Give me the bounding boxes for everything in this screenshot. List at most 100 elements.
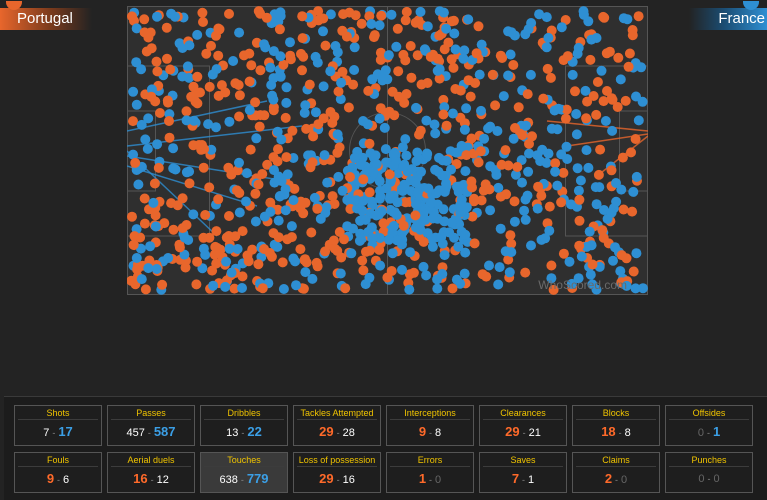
- away-touch-dot: [318, 26, 328, 37]
- away-touch-dot: [179, 232, 190, 243]
- home-touch-dot: [562, 51, 573, 62]
- stat-dribbles[interactable]: Dribbles 13-22: [200, 405, 288, 446]
- away-touch-dot: [182, 61, 193, 72]
- away-touch-dot: [460, 247, 471, 258]
- away-touch-dot: [397, 142, 408, 153]
- home-touch-dot: [358, 174, 369, 185]
- home-touch-dot: [438, 109, 449, 120]
- away-value: 587: [153, 424, 176, 439]
- stat-tackles-attempted[interactable]: Tackles Attempted 29-28: [293, 405, 381, 446]
- away-touch-dot: [441, 178, 451, 189]
- home-touch-dot: [627, 206, 638, 217]
- stat-fouls[interactable]: Fouls 9-6: [14, 452, 102, 493]
- home-touch-dot: [358, 265, 369, 276]
- home-touch-dot: [244, 76, 255, 87]
- stat-claims[interactable]: Claims 2-0: [572, 452, 660, 493]
- stat-values: 18-8: [573, 420, 659, 445]
- away-touch-dot: [411, 222, 421, 233]
- home-touch-dot: [517, 130, 528, 141]
- value-separator: -: [706, 428, 710, 438]
- home-touch-dot: [155, 108, 165, 118]
- home-value: 0: [697, 427, 704, 439]
- home-touch-dot: [198, 17, 208, 27]
- away-touch-dot: [269, 239, 280, 250]
- home-touch-dot: [378, 218, 389, 229]
- home-touch-dot: [405, 41, 416, 51]
- home-value: 2: [604, 471, 613, 486]
- away-touch-dot: [493, 279, 504, 290]
- home-touch-dot: [628, 266, 639, 277]
- stat-values: 9-8: [387, 420, 473, 445]
- away-touch-dot: [268, 94, 279, 105]
- home-touch-dot: [585, 54, 596, 65]
- away-touch-dot: [520, 214, 531, 225]
- away-touch-dot: [192, 29, 203, 40]
- away-touch-dot: [228, 56, 239, 66]
- home-touch-dot: [128, 116, 138, 127]
- stat-saves[interactable]: Saves 7-1: [479, 452, 567, 493]
- stat-touches[interactable]: Touches 638-779: [200, 452, 288, 493]
- away-touch-dot: [136, 274, 147, 285]
- away-touch-dot: [131, 253, 142, 263]
- away-value: 6: [63, 474, 70, 486]
- value-separator: -: [240, 475, 244, 485]
- home-touch-dot: [264, 248, 275, 258]
- away-touch-dot: [432, 283, 443, 294]
- away-touch-dot: [237, 283, 247, 293]
- stat-values: 0-0: [666, 467, 752, 491]
- away-touch-dot: [439, 250, 450, 261]
- home-touch-dot: [393, 91, 404, 102]
- stat-label: Offsides: [669, 406, 749, 420]
- away-touch-dot: [131, 99, 142, 110]
- home-touch-dot: [364, 11, 375, 22]
- away-value: 0: [435, 474, 442, 486]
- away-touch-dot: [265, 62, 276, 73]
- stat-loss-of-possession[interactable]: Loss of possession 29-16: [293, 452, 381, 493]
- home-touch-dot: [204, 182, 215, 193]
- away-touch-dot: [250, 216, 261, 227]
- away-touch-dot: [450, 44, 461, 55]
- away-touch-dot: [572, 163, 583, 174]
- home-touch-dot: [224, 8, 234, 19]
- home-touch-dot: [570, 86, 580, 97]
- stat-interceptions[interactable]: Interceptions 9-8: [386, 405, 474, 446]
- away-touch-dot: [525, 69, 536, 80]
- away-touch-dot: [188, 209, 199, 220]
- home-touch-dot: [307, 157, 318, 168]
- away-touch-dot: [494, 262, 505, 273]
- away-touch-dot: [421, 115, 432, 126]
- home-touch-dot: [213, 23, 224, 34]
- away-touch-dot: [333, 171, 344, 182]
- stat-errors[interactable]: Errors 1-0: [386, 452, 474, 493]
- stat-clearances[interactable]: Clearances 29-21: [479, 405, 567, 446]
- home-touch-dot: [633, 11, 644, 22]
- home-touch-dot: [174, 242, 185, 253]
- home-touch-dot: [239, 50, 249, 61]
- home-touch-dot: [401, 89, 412, 99]
- home-touch-dot: [181, 106, 192, 117]
- stat-offsides[interactable]: Offsides 0-1: [665, 405, 753, 446]
- stat-punches[interactable]: Punches 0-0: [665, 452, 753, 493]
- home-touch-dot: [536, 190, 547, 201]
- away-touch-dot: [444, 227, 455, 238]
- home-touch-dot: [197, 7, 208, 18]
- home-touch-dot: [337, 66, 348, 77]
- stat-shots[interactable]: Shots 7-17: [14, 405, 102, 446]
- away-touch-dot: [581, 145, 592, 156]
- stat-values: 16-12: [108, 467, 194, 492]
- home-touch-dot: [506, 238, 517, 249]
- away-touch-dot: [336, 77, 347, 88]
- away-touch-dot: [332, 129, 343, 140]
- home-touch-dot: [592, 77, 603, 87]
- stat-aerial-duels[interactable]: Aerial duels 16-12: [107, 452, 195, 493]
- home-touch-dot: [374, 244, 385, 255]
- home-touch-dot: [595, 144, 606, 155]
- home-touch-dot: [599, 12, 610, 23]
- away-touch-dot: [184, 40, 195, 51]
- away-touch-dot: [611, 178, 621, 188]
- value-separator: -: [429, 428, 433, 438]
- stat-blocks[interactable]: Blocks 18-8: [572, 405, 660, 446]
- home-touch-dot: [607, 94, 618, 105]
- stat-passes[interactable]: Passes 457-587: [107, 405, 195, 446]
- away-touch-dot: [571, 109, 582, 119]
